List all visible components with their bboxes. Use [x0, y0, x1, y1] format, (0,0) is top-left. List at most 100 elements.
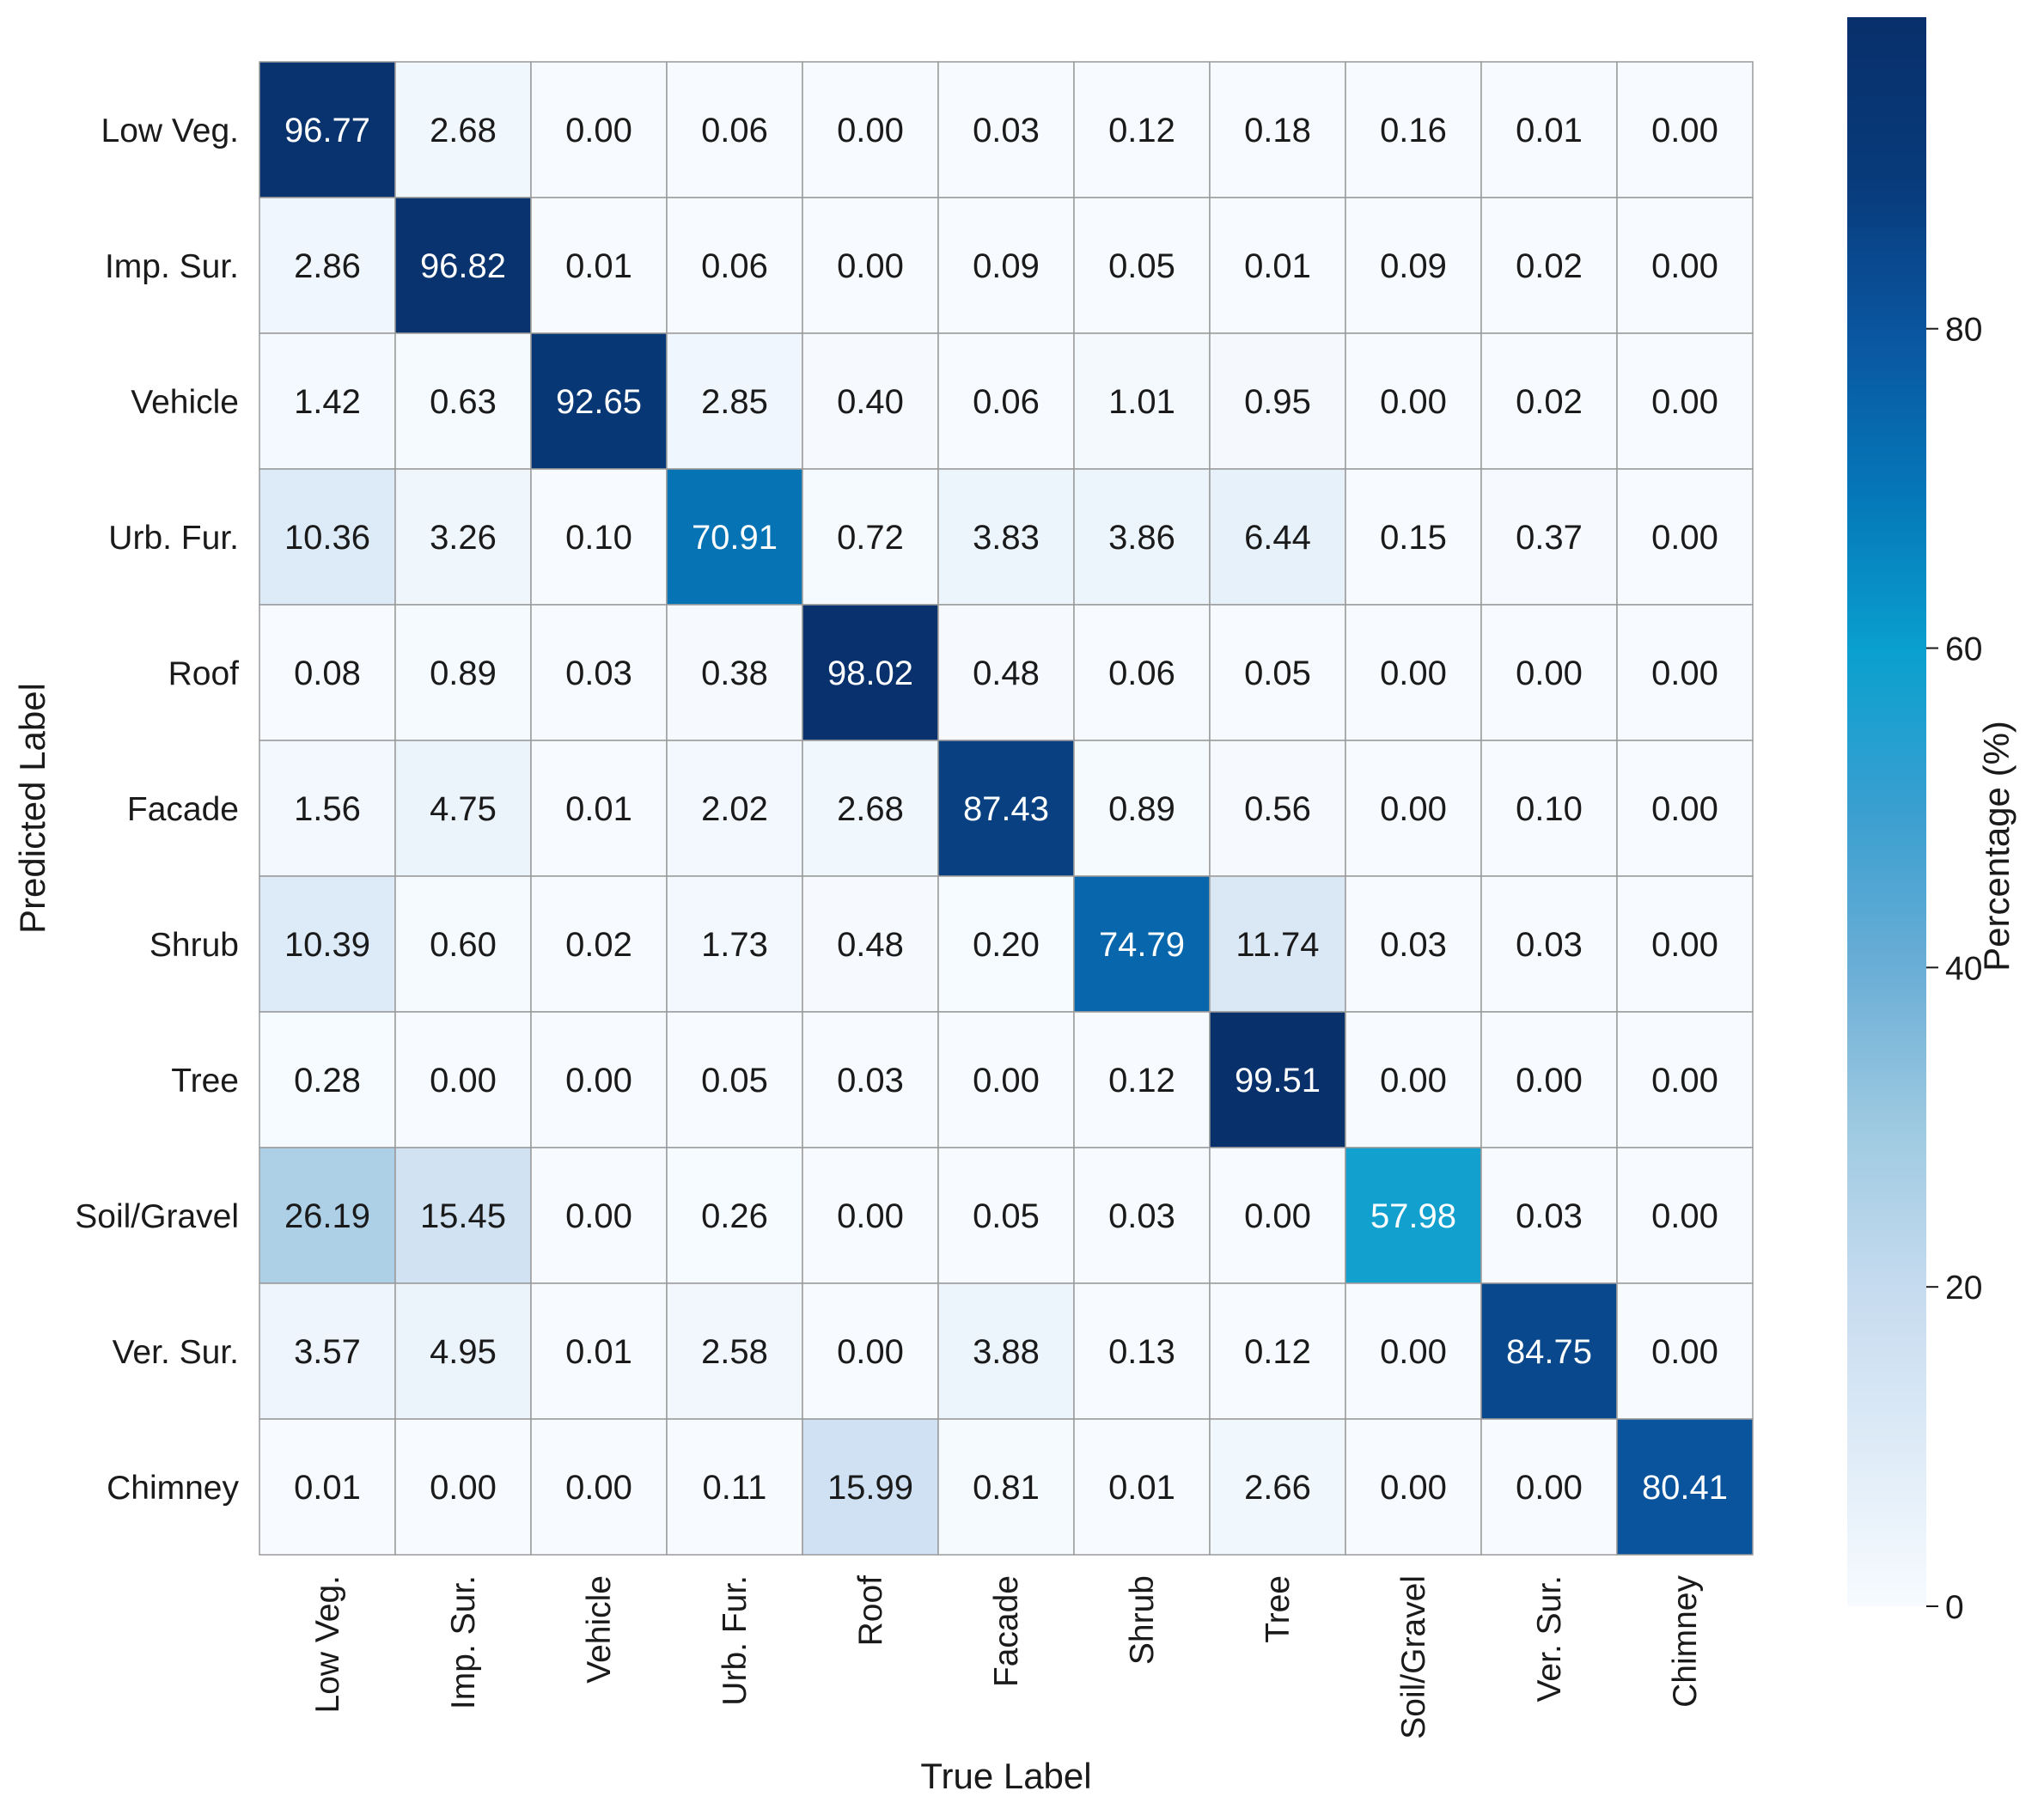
cell-value-label: 84.75	[1506, 1333, 1592, 1371]
cell-value-label: 2.68	[837, 790, 904, 828]
cell-value-label: 0.03	[973, 112, 1040, 149]
cell-value-label: 1.56	[294, 790, 361, 828]
cell-value-label: 0.00	[1651, 1197, 1718, 1235]
heatmap-cell	[1073, 1011, 1211, 1148]
colorbar-tick-label: 20	[1945, 1270, 1982, 1306]
cell-value-label: 11.74	[1236, 926, 1319, 964]
cell-value-label: 57.98	[1370, 1197, 1456, 1235]
cell-value-label: 0.15	[1380, 519, 1447, 557]
cell-value-label: 26.19	[284, 1197, 370, 1235]
y-tick-label: Shrub	[149, 927, 239, 964]
heatmap-cell	[394, 875, 532, 1013]
heatmap-cell	[666, 61, 803, 198]
y-tick-label: Low Veg.	[101, 113, 239, 149]
heatmap-cell	[937, 1282, 1075, 1420]
cell-value-label: 4.75	[430, 790, 497, 828]
heatmap-cell	[1345, 1147, 1482, 1284]
heatmap-cell	[1480, 1147, 1618, 1284]
x-tick-label: Facade	[988, 1575, 1025, 1687]
heatmap-cell	[1616, 1418, 1754, 1556]
cell-value-label: 10.36	[284, 519, 370, 557]
cell-value-label: 15.99	[827, 1469, 913, 1507]
cell-value-label: 92.65	[556, 383, 642, 421]
cell-value-label: 0.00	[1651, 112, 1718, 149]
y-axis-title: Predicted Label	[12, 683, 52, 934]
heatmap-cell	[1480, 875, 1618, 1013]
heatmap-cell	[394, 468, 532, 606]
heatmap-cell	[259, 61, 396, 198]
heatmap-cell	[1209, 1011, 1346, 1148]
cell-value-label: 0.03	[1516, 926, 1583, 964]
heatmap-cell	[1073, 1418, 1211, 1556]
cell-value-label: 4.95	[430, 1333, 497, 1371]
heatmap-cell	[1616, 332, 1754, 470]
heatmap-cell	[1345, 875, 1482, 1013]
cell-value-label: 0.00	[430, 1469, 497, 1507]
cell-value-label: 1.73	[701, 926, 768, 964]
cell-value-label: 96.82	[420, 247, 506, 285]
heatmap-cell	[666, 604, 803, 741]
heatmap-cell	[1073, 1147, 1211, 1284]
heatmap-cell	[1480, 468, 1618, 606]
cell-value-label: 0.01	[294, 1469, 361, 1507]
colorbar-tick-label: 60	[1945, 631, 1982, 668]
y-tick-label: Urb. Fur.	[108, 520, 239, 557]
cell-value-label: 0.05	[973, 1197, 1040, 1235]
heatmap-cell	[1616, 61, 1754, 198]
cell-value-label: 0.05	[1108, 247, 1175, 285]
heatmap-cell	[1616, 197, 1754, 334]
cell-value-label: 0.38	[701, 655, 768, 692]
cell-value-label: 0.10	[565, 519, 632, 557]
heatmap-cell	[394, 604, 532, 741]
x-tick-label: Shrub	[1124, 1575, 1161, 1665]
cell-value-label: 0.00	[565, 112, 632, 149]
heatmap-cell	[1209, 197, 1346, 334]
heatmap-cell	[530, 197, 668, 334]
x-tick-label: Urb. Fur.	[717, 1575, 754, 1706]
cell-value-label: 0.03	[837, 1062, 904, 1099]
cell-value-label: 0.02	[1516, 247, 1583, 285]
heatmap-cell	[1073, 740, 1211, 877]
cell-value-label: 2.02	[701, 790, 768, 828]
cell-value-label: 2.68	[430, 112, 497, 149]
heatmap-cell	[1073, 468, 1211, 606]
heatmap-cell	[259, 332, 396, 470]
heatmap-cell	[1345, 1282, 1482, 1420]
cell-value-label: 0.03	[565, 655, 632, 692]
cell-value-label: 2.86	[294, 247, 361, 285]
cell-value-label: 0.02	[1516, 383, 1583, 421]
heatmap-cell	[1480, 1418, 1618, 1556]
heatmap-cell	[666, 197, 803, 334]
cell-value-label: 0.00	[1380, 1333, 1447, 1371]
y-tick-label: Chimney	[107, 1470, 239, 1507]
heatmap-cell	[937, 875, 1075, 1013]
cell-value-label: 0.09	[973, 247, 1040, 285]
cell-value-label: 0.00	[1380, 383, 1447, 421]
cell-value-label: 0.00	[565, 1062, 632, 1099]
heatmap-cell	[394, 1418, 532, 1556]
y-tick-label: Tree	[171, 1063, 239, 1099]
x-axis-title: True Label	[920, 1756, 1091, 1796]
x-tick-label: Vehicle	[581, 1575, 618, 1684]
heatmap-cell	[259, 740, 396, 877]
x-tick-label: Tree	[1260, 1575, 1297, 1643]
heatmap-cell	[802, 604, 939, 741]
heatmap-cell	[1345, 468, 1482, 606]
colorbar-tick-label: 80	[1945, 312, 1982, 349]
cell-value-label: 0.16	[1380, 112, 1447, 149]
cell-value-label: 0.00	[1380, 790, 1447, 828]
y-tick-label: Roof	[168, 655, 240, 692]
cell-value-label: 0.00	[1516, 655, 1583, 692]
cell-value-label: 0.00	[837, 1333, 904, 1371]
cell-value-label: 0.01	[1516, 112, 1583, 149]
y-tick-label: Soil/Gravel	[75, 1198, 239, 1235]
heatmap-cell	[937, 1011, 1075, 1148]
cell-value-label: 0.00	[1516, 1469, 1583, 1507]
heatmap-cell	[1480, 197, 1618, 334]
cell-value-label: 98.02	[827, 655, 913, 692]
heatmap-cell	[1209, 1418, 1346, 1556]
cell-value-label: 0.00	[837, 1197, 904, 1235]
heatmap-cell	[666, 468, 803, 606]
heatmap-cell	[937, 61, 1075, 198]
